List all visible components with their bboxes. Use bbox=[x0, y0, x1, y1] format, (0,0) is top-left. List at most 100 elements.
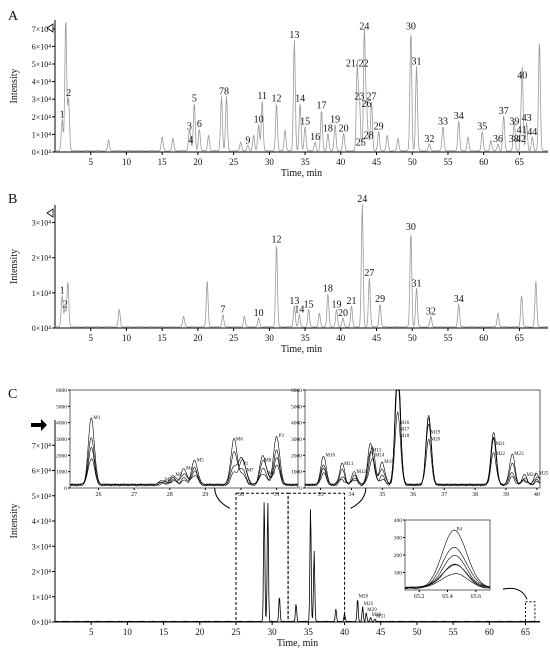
x-tick-label: 55 bbox=[443, 333, 453, 343]
x-axis-label: Time, min bbox=[281, 168, 322, 179]
inset-trace bbox=[405, 563, 490, 589]
peak-label: 13 bbox=[289, 30, 299, 41]
y-tick-label: 2000 bbox=[291, 453, 302, 459]
x-tick-label: 55 bbox=[449, 627, 459, 637]
x-tick-label: 33 bbox=[317, 492, 323, 498]
y-tick-label: 100 bbox=[394, 571, 403, 577]
y-tick-label: 1×10⁴ bbox=[32, 289, 52, 298]
peak-label: 30 bbox=[406, 222, 416, 233]
peak-label: 21 bbox=[347, 296, 357, 307]
peak-label: 37 bbox=[499, 106, 509, 117]
x-tick-label: 60 bbox=[485, 627, 495, 637]
peak-label: M9 bbox=[268, 472, 275, 477]
peak-label: 32 bbox=[426, 306, 436, 317]
x-tick-label: 65 bbox=[521, 627, 531, 637]
peak-label: 7 bbox=[220, 305, 225, 316]
x-tick-label: 35 bbox=[301, 157, 311, 167]
peak-label: M10 bbox=[326, 454, 336, 459]
peak-label: 3 bbox=[187, 122, 192, 133]
peak-label: 18 bbox=[323, 284, 333, 295]
peak-label: 27 bbox=[364, 268, 374, 279]
peak-label: M18 bbox=[400, 434, 410, 439]
inset-trace bbox=[305, 411, 541, 487]
peak-label: 19 bbox=[332, 299, 342, 310]
peak-label: M24 bbox=[527, 473, 537, 478]
x-tick-label: 65 bbox=[515, 333, 525, 343]
y-tick-label: 4×10⁴ bbox=[32, 78, 52, 87]
x-tick-label: 60 bbox=[479, 157, 489, 167]
peak-label: M3 bbox=[175, 473, 182, 478]
zoom-box bbox=[287, 492, 346, 623]
y-tick-label: 4000 bbox=[56, 421, 67, 427]
x-tick-label: 30 bbox=[265, 157, 275, 167]
y-tick-label: 4×10⁴ bbox=[32, 517, 52, 526]
x-tick-label: 20 bbox=[193, 157, 203, 167]
peak-label: 5 bbox=[192, 93, 197, 104]
x-tick-label: 45 bbox=[372, 157, 382, 167]
y-tick-label: 200 bbox=[394, 553, 403, 559]
y-tick-label: 2×10⁴ bbox=[32, 254, 52, 263]
y-tick-label: 0 bbox=[299, 486, 302, 492]
peak-label: 21/22 bbox=[346, 58, 369, 69]
peak-label: 9 bbox=[245, 136, 250, 147]
peak-label: 20 bbox=[339, 123, 349, 134]
peak-label: 29 bbox=[375, 294, 385, 305]
peak-label: M1 bbox=[93, 416, 100, 421]
x-tick-label: 15 bbox=[158, 157, 168, 167]
panel-b-letter: B bbox=[8, 192, 17, 207]
x-tick-label: 37 bbox=[441, 492, 447, 498]
peak-label: 14 bbox=[294, 305, 304, 316]
panel-a-letter: A bbox=[8, 9, 19, 24]
peak-label: 30 bbox=[406, 21, 416, 32]
peak-label: M17 bbox=[400, 427, 410, 432]
x-tick-label: 5 bbox=[89, 627, 94, 637]
y-tick-label: 1×10⁴ bbox=[32, 130, 52, 139]
peak-label: M5 bbox=[197, 459, 204, 464]
y-tick-label: 2000 bbox=[56, 453, 67, 459]
peak-label: P1 bbox=[243, 462, 249, 467]
y-tick-label: 0×10⁴ bbox=[32, 148, 52, 157]
peak-label: 12 bbox=[271, 93, 281, 104]
peak-label: 11 bbox=[257, 91, 267, 102]
chromatogram-trace bbox=[54, 21, 549, 152]
peak-label: 1 bbox=[60, 109, 65, 120]
y-tick-label: 6000 bbox=[291, 388, 302, 394]
chromatogram-trace bbox=[54, 204, 549, 328]
peak-label: 8 bbox=[224, 86, 229, 97]
x-tick-label: 25 bbox=[231, 627, 241, 637]
panel-c-chart: 5 10 15 20 25 30 35 40 45 50 55 60 65 0×10⁴ 1×10⁴ 2×10⁴… bbox=[9, 388, 549, 649]
peak-label: 14 bbox=[295, 93, 305, 104]
x-tick-label: 30 bbox=[238, 492, 244, 498]
y-tick-label: 0×10⁴ bbox=[32, 618, 52, 627]
peak-label: 27 bbox=[367, 92, 377, 103]
x-tick-label: 10 bbox=[122, 333, 132, 343]
x-tick-label: 45 bbox=[376, 627, 386, 637]
peak-label: 20 bbox=[338, 308, 348, 319]
y-axis-label: Intensity bbox=[9, 249, 20, 284]
axis-arrow-icon bbox=[46, 208, 54, 218]
peak-label: 4 bbox=[188, 135, 193, 146]
inset-trace bbox=[69, 449, 299, 487]
peak-label: 32 bbox=[424, 134, 434, 145]
peak-label: 13 bbox=[289, 296, 299, 307]
x-tick-label: 50 bbox=[408, 157, 418, 167]
x-tick-label: 30 bbox=[268, 627, 278, 637]
peak-label: M4 bbox=[186, 467, 193, 472]
x-axis-label: Time, min bbox=[281, 344, 322, 355]
panel-a-chart: 5 10 15 20 25 30 35 40 45 50 55 60 650×10⁴1×10⁴2×10⁴… bbox=[9, 20, 549, 179]
inset-trace bbox=[69, 437, 299, 487]
peak-label: M16 bbox=[400, 421, 410, 426]
y-tick-label: 5×10⁴ bbox=[32, 492, 52, 501]
x-tick-label: 35 bbox=[379, 492, 385, 498]
peak-label: M21 bbox=[496, 442, 506, 447]
y-tick-label: 1000 bbox=[291, 470, 302, 476]
x-tick-label: 65.6 bbox=[471, 594, 482, 600]
x-tick-label: 36 bbox=[410, 492, 416, 498]
y-tick-label: 5×10⁴ bbox=[32, 60, 52, 69]
peak-label: 6 bbox=[197, 119, 202, 130]
peak-label: 10 bbox=[254, 308, 264, 319]
peak-label: 34 bbox=[454, 294, 464, 305]
peak-label: 2 bbox=[66, 88, 71, 99]
y-tick-label: 300 bbox=[394, 536, 403, 542]
